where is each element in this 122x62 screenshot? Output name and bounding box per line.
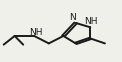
Text: NH: NH xyxy=(29,28,42,37)
Text: NH: NH xyxy=(84,17,98,26)
Text: N: N xyxy=(69,13,76,22)
